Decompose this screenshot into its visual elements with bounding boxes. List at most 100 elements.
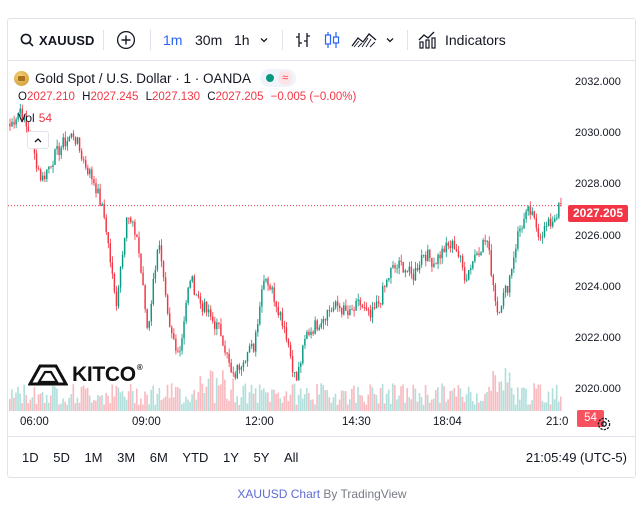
volume-bar [301, 398, 304, 411]
candle-body [226, 352, 228, 354]
interval-30m[interactable]: 30m [195, 32, 223, 48]
volume-bar [342, 390, 345, 411]
candle-body [537, 227, 540, 237]
volume-bar [297, 394, 300, 411]
candle-body [281, 312, 284, 326]
volume-bar [199, 375, 202, 411]
range-button-1m[interactable]: 1M [84, 450, 103, 465]
volume-legend: Vol 54 [18, 111, 52, 125]
volume-bar [488, 386, 490, 411]
volume-bar [37, 394, 40, 411]
interval-1m[interactable]: 1m [163, 32, 183, 48]
volume-bar [377, 403, 380, 411]
candle-body [171, 327, 173, 334]
volume-bar [135, 388, 138, 411]
volume-bar [496, 391, 499, 411]
candle-body [228, 353, 230, 363]
timezone-clock[interactable]: 21:05:49 (UTC-5) [525, 450, 627, 465]
candles-style-button[interactable] [322, 19, 342, 61]
chart-settings-button[interactable] [595, 415, 613, 433]
volume-bar [60, 403, 62, 411]
volume-bar [480, 400, 482, 411]
candle-body [510, 268, 513, 276]
volume-bar [125, 399, 128, 411]
volume-bar [518, 399, 521, 411]
collapse-legend-button[interactable] [27, 131, 49, 149]
price-chart[interactable] [8, 62, 563, 411]
volume-bar [95, 400, 97, 411]
indicators-button[interactable]: Indicators [417, 19, 506, 61]
market-status-badge[interactable]: ≈ [260, 69, 297, 87]
range-button-all[interactable]: All [284, 450, 299, 465]
candle-body [478, 253, 480, 256]
time-tick: 06:00 [20, 416, 49, 428]
candle-body [152, 278, 155, 304]
chart-type-dropdown[interactable] [385, 19, 395, 61]
candle-body [465, 279, 468, 281]
time-tick: 14:30 [342, 416, 371, 428]
candle-body [271, 287, 273, 290]
candle-body [259, 306, 261, 325]
candle-body [445, 242, 447, 253]
interval-1h[interactable]: 1h [234, 32, 250, 48]
candle-body [39, 169, 42, 181]
range-button-ytd[interactable]: YTD [182, 450, 209, 465]
volume-bar [465, 394, 468, 411]
volume-bar [430, 399, 433, 411]
candle-body [545, 226, 548, 227]
candle-body [265, 278, 267, 281]
volume-bar [238, 404, 241, 411]
candle-body [422, 255, 425, 256]
candle-body [373, 307, 376, 309]
candle-body [283, 325, 286, 328]
candle-body [113, 273, 116, 292]
volume-bar [285, 391, 288, 411]
candle-body [142, 272, 144, 286]
symbol-search[interactable]: XAUUSD [20, 19, 95, 61]
candle-body [162, 261, 165, 278]
candle-body [160, 245, 163, 262]
credit-link[interactable]: XAUUSD Chart [237, 487, 321, 501]
volume-bar [277, 392, 279, 411]
volume-bar [178, 388, 181, 411]
area-style-button[interactable] [351, 19, 377, 61]
volume-bar [133, 402, 136, 411]
volume-bar [195, 399, 198, 411]
range-button-6m[interactable]: 6M [149, 450, 168, 465]
volume-bar [146, 394, 148, 411]
bars-style-button[interactable] [293, 19, 313, 61]
candle-body [441, 248, 443, 259]
candle-body [504, 285, 507, 293]
range-button-5y[interactable]: 5Y [253, 450, 270, 465]
candle-body [105, 217, 107, 233]
candle-body [361, 305, 363, 308]
price-axis[interactable]: 2032.000 2030.000 2028.000 2026.000 2024.000… [563, 62, 635, 411]
candle-body [84, 160, 87, 168]
time-axis[interactable]: 06:00 09:00 12:00 14:30 18:04 21:0 [8, 411, 635, 435]
candle-body [345, 305, 347, 311]
volume-bar [160, 399, 163, 411]
candle-body [414, 268, 417, 281]
volume-bar [516, 387, 519, 411]
candle-body [517, 231, 519, 249]
candle-body [111, 262, 114, 274]
volume-bar [322, 384, 325, 411]
chevron-down-icon [386, 38, 394, 43]
candle-body [91, 169, 93, 180]
candle-body [338, 305, 341, 309]
range-button-5d[interactable]: 5D [53, 450, 70, 465]
volume-bar [521, 387, 523, 411]
interval-dropdown[interactable] [259, 19, 269, 61]
candle-body [238, 364, 241, 370]
delayed-data-icon: ≈ [278, 71, 293, 85]
range-button-1y[interactable]: 1Y [223, 450, 239, 465]
volume-bar [21, 403, 23, 411]
candle-body [375, 301, 378, 309]
time-tick: 18:04 [433, 416, 462, 428]
candle-body [533, 211, 535, 218]
compare-button[interactable] [116, 19, 136, 61]
candle-body [254, 332, 257, 352]
volume-bar [529, 404, 531, 411]
range-button-1d[interactable]: 1D [22, 450, 39, 465]
range-button-3m[interactable]: 3M [117, 450, 136, 465]
